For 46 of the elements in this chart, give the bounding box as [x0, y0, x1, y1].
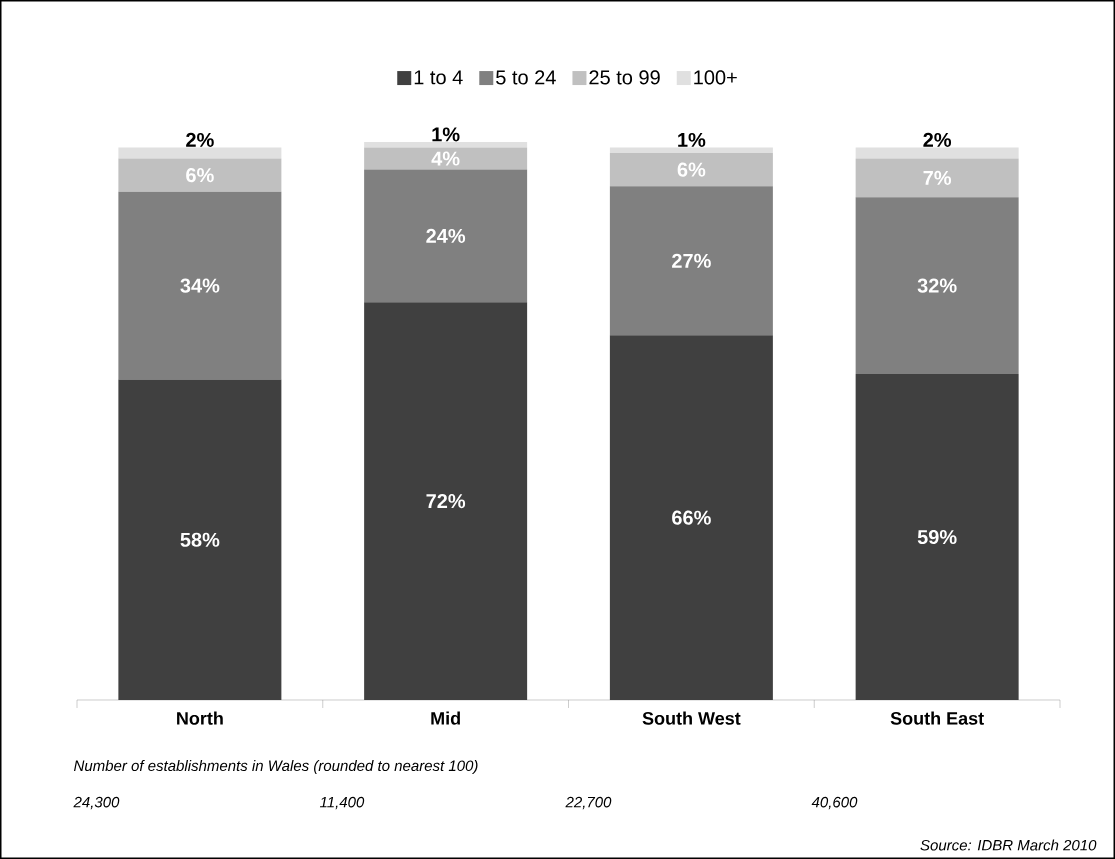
bar	[118, 191, 282, 380]
bar	[364, 169, 528, 303]
data-label: 24%	[426, 228, 466, 243]
x-tick-label: Mid	[431, 711, 460, 725]
bar	[855, 374, 1019, 700]
text: 11,400	[319, 796, 365, 810]
data-label: 27%	[672, 253, 711, 268]
data-label: 6%	[186, 168, 214, 183]
bar	[118, 158, 282, 192]
bar	[609, 335, 773, 700]
data-label: 66%	[672, 510, 711, 525]
text: 40,600	[811, 796, 858, 810]
data-label: 32%	[917, 278, 957, 293]
bar	[609, 186, 773, 336]
x-tick-label: South East	[890, 711, 984, 725]
bar	[364, 141, 528, 148]
text: 22,700	[565, 796, 612, 810]
data-label: 59%	[917, 529, 957, 545]
legend-label: 5 to 24	[496, 70, 556, 85]
data-label: 72%	[426, 494, 466, 509]
x-tick-label: North	[177, 711, 223, 725]
source-note: Source: IDBR March 2010	[920, 839, 1097, 851]
legend-label: 100+	[694, 70, 737, 85]
bar	[118, 147, 282, 159]
legend-label: 1 to 4	[414, 70, 463, 85]
data-label: 58%	[180, 532, 220, 547]
bar	[364, 302, 528, 700]
data-label: 1%	[678, 132, 706, 147]
x-tick-label: South West	[642, 711, 741, 725]
data-label: 7%	[923, 170, 952, 185]
bar	[855, 197, 1019, 375]
data-label: 34%	[180, 278, 220, 293]
bar	[855, 158, 1019, 198]
bar	[364, 147, 528, 170]
bar	[118, 379, 282, 700]
data-label: 4%	[431, 151, 460, 166]
text: 24,300	[73, 796, 120, 810]
bar	[609, 147, 773, 154]
bar	[855, 147, 1019, 159]
bar	[609, 153, 773, 187]
data-label: 1%	[432, 127, 460, 142]
text: Number of establishments in Wales (rounded to nearest 100)	[73, 760, 478, 774]
data-label: 2%	[923, 132, 952, 147]
data-label: 6%	[677, 162, 706, 177]
data-label: 2%	[186, 132, 214, 147]
legend-label: 25 to 99	[589, 70, 660, 85]
